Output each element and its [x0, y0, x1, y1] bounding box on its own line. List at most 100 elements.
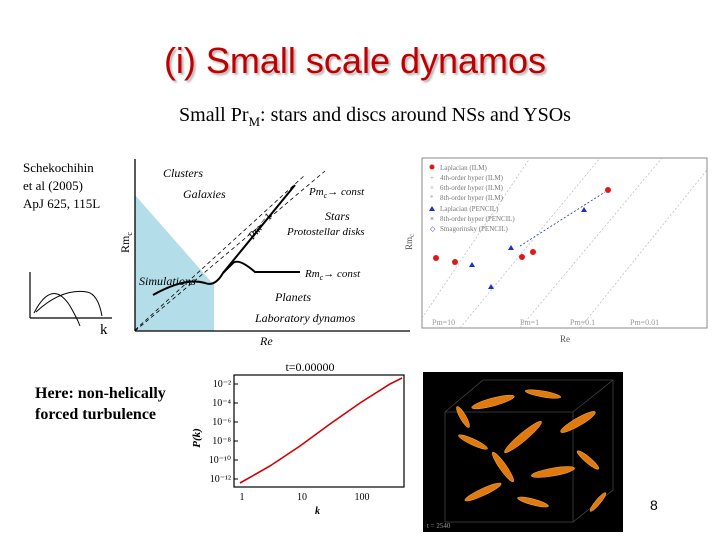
threshold-plot: Rmc Re Laplacian (ILM) + 4th-order hyper… — [404, 157, 708, 344]
regime-xlabel: Re — [259, 334, 273, 348]
legend-marker: × — [430, 215, 434, 223]
critical-rm-curve — [152, 184, 296, 296]
simulations-region — [135, 195, 214, 331]
threshold-plot-frame — [421, 157, 708, 329]
x-tick-label: 100 — [355, 492, 370, 503]
label-stars: Stars — [325, 209, 350, 223]
pm-label: Pm=0.01 — [630, 318, 659, 327]
sketch-curve-2 — [35, 290, 103, 317]
pm-guide-line — [519, 157, 663, 329]
subtitle-suffix: : stars and discs around NSs and YSOs — [260, 104, 571, 126]
data-point-blue — [508, 245, 514, 250]
pm-label: Pm=10 — [432, 318, 455, 327]
legend-marker — [429, 206, 435, 211]
legend-marker: * — [430, 194, 434, 202]
x-tick-label: 1 — [240, 492, 245, 503]
flux-tube — [525, 389, 561, 399]
pm-guide-line — [459, 157, 601, 329]
flux-tube — [517, 496, 549, 508]
citation-line: et al (2005) — [23, 178, 83, 193]
pm-guide-line — [579, 169, 708, 329]
sketch-k-label: k — [100, 322, 108, 338]
pm-label: Pm=0.1 — [570, 318, 595, 327]
y-tick-label: 10⁻⁸ — [212, 436, 231, 447]
y-tick-label: 10⁻² — [213, 379, 231, 390]
slide-subtitle: Small PrM: stars and discs around NSs an… — [0, 104, 720, 130]
data-point-red — [519, 254, 525, 260]
data-point-red — [452, 259, 458, 265]
flux-tube — [458, 434, 488, 450]
flux-tube — [531, 466, 575, 478]
spectrum-title: t=0.00000 — [285, 360, 334, 374]
threshold-data-points — [433, 187, 611, 289]
note-text: Here: non-helically forced turbulence — [35, 385, 166, 423]
legend-marker — [429, 164, 435, 170]
flux-tube — [492, 451, 514, 483]
flux-tube — [560, 411, 596, 433]
legend-entry: Smagorinsky (PENCIL) — [440, 225, 509, 233]
simulation-cube: t = 2540 — [423, 372, 623, 532]
slide-title: (i) Small scale dynamos — [163, 40, 547, 81]
subtitle-prefix: Small Pr — [179, 104, 249, 126]
flux-tube — [471, 394, 515, 410]
citation-line: Schekochihin — [23, 160, 94, 175]
legend-marker: ◇ — [430, 225, 436, 233]
spectrum-curve — [239, 377, 403, 484]
label-planets: Planets — [274, 290, 311, 304]
data-point-red — [605, 187, 611, 193]
threshold-legend: Laplacian (ILM) + 4th-order hyper (ILM) … — [429, 164, 515, 233]
legend-marker: × — [430, 184, 434, 192]
spectrum-ylabel: P(k) — [191, 428, 203, 448]
subtitle-subscript: M — [248, 114, 261, 129]
label-clusters: Clusters — [163, 166, 203, 180]
legend-entry: Laplacian (PENCIL) — [440, 205, 499, 213]
regime-ylabel: Rmc — [118, 232, 134, 253]
legend-marker: + — [430, 174, 434, 182]
pm-unity-line — [134, 174, 306, 331]
data-point-blue — [581, 207, 587, 212]
pm-line-labels: Pm=10 Pm=1 Pm=0.1 Pm=0.01 — [432, 318, 659, 327]
y-tick-label: 10⁻⁴ — [212, 398, 231, 409]
label-rm-const: Rmc→ const — [304, 268, 361, 282]
flux-tube — [504, 421, 542, 453]
spectrum-plot: t=0.00000 10⁻² 10⁻⁴ 10⁻⁶ 10⁻⁸ 10⁻¹⁰ 10⁻¹… — [191, 360, 405, 517]
cube-time-label: t = 2540 — [427, 522, 451, 530]
sketch-curve-1 — [33, 293, 81, 327]
rm-const-branch — [222, 260, 297, 274]
legend-entry: Laplacian (ILM) — [440, 164, 488, 172]
flux-tube — [576, 450, 600, 470]
pm-label: Pm=1 — [520, 318, 539, 327]
y-tick-label: 10⁻¹⁰ — [209, 455, 231, 466]
regime-diagram: Rmc Re Clusters Galaxies Pmc→ const Pm =… — [118, 159, 410, 348]
data-point-blue — [469, 262, 475, 267]
page-number: 8 — [650, 497, 658, 513]
cube-edge — [572, 379, 614, 413]
legend-entry: 8th-order hyper (PENCIL) — [440, 215, 515, 223]
label-pm-const: Pmc→ const — [308, 186, 365, 200]
label-protostellar: Protostellar disks — [286, 226, 365, 238]
spectrum-y-ticks: 10⁻² 10⁻⁴ 10⁻⁶ 10⁻⁸ 10⁻¹⁰ 10⁻¹² — [209, 379, 232, 485]
citation: Schekochihin et al (2005) ApJ 625, 115L — [23, 159, 123, 213]
flux-tube — [456, 406, 470, 428]
data-point-red — [433, 255, 439, 261]
pm-guide-line — [421, 157, 531, 319]
spectrum-xlabel: k — [315, 506, 320, 517]
y-tick-label: 10⁻⁶ — [212, 417, 231, 428]
trend-line — [519, 191, 606, 247]
flux-tubes — [456, 389, 607, 512]
pm-dashed-line — [134, 170, 326, 332]
label-simulations: Simulations — [139, 274, 196, 288]
data-point-red — [530, 249, 536, 255]
legend-entry: 8th-order hyper (ILM) — [440, 194, 504, 202]
spectrum-sketch — [29, 272, 112, 327]
spectrum-y-tick-marks — [234, 383, 238, 480]
spectrum-x-ticks: 1 10 100 — [240, 492, 370, 503]
threshold-xlabel: Re — [560, 334, 570, 344]
label-galaxies: Galaxies — [183, 187, 226, 201]
label-lab: Laboratory dynamos — [254, 311, 356, 325]
legend-entry: 4th-order hyper (ILM) — [440, 174, 504, 182]
x-tick-label: 10 — [297, 492, 307, 503]
pm-guide-lines — [421, 157, 708, 329]
citation-line: ApJ 625, 115L — [23, 196, 101, 211]
flux-tube — [464, 482, 502, 502]
